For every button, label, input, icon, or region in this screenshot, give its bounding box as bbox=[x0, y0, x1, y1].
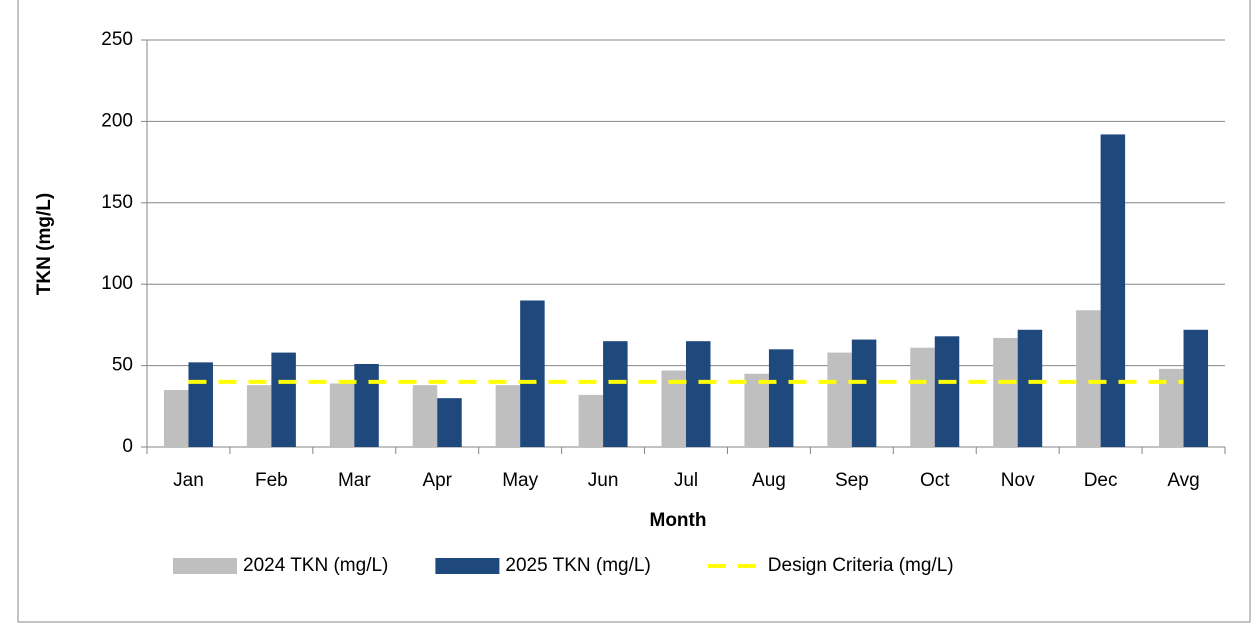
legend-label: 2025 TKN (mg/L) bbox=[505, 555, 650, 576]
legend-swatch bbox=[173, 558, 237, 574]
bar bbox=[578, 394, 604, 447]
legend-swatch bbox=[435, 558, 500, 574]
y-tick-label: 250 bbox=[101, 29, 133, 50]
bar bbox=[686, 341, 711, 447]
x-axis-title: Month bbox=[650, 510, 707, 531]
bar bbox=[520, 300, 545, 447]
bar bbox=[329, 383, 355, 447]
bar bbox=[744, 373, 769, 447]
y-axis-title: TKN (mg/L) bbox=[34, 193, 55, 295]
x-tick-label: Oct bbox=[920, 470, 950, 491]
legend-label: 2024 TKN (mg/L) bbox=[243, 555, 388, 576]
x-tick-label: Feb bbox=[255, 470, 288, 491]
bar bbox=[1076, 310, 1101, 447]
bar bbox=[603, 341, 628, 447]
x-tick-label: Avg bbox=[1167, 470, 1199, 491]
bar bbox=[993, 337, 1018, 447]
x-tick-label: Nov bbox=[1001, 470, 1035, 491]
chart-border bbox=[17, 0, 1251, 623]
y-tick-label: 50 bbox=[112, 355, 133, 376]
bar bbox=[246, 385, 272, 447]
y-tick-label: 100 bbox=[101, 273, 133, 294]
x-tick-label: Jul bbox=[674, 470, 698, 491]
bar bbox=[437, 398, 462, 447]
bar bbox=[412, 385, 438, 447]
y-tick-label: 150 bbox=[101, 192, 133, 213]
x-tick-label: Jan bbox=[173, 470, 204, 491]
y-tick-label: 200 bbox=[101, 110, 133, 131]
bar bbox=[163, 390, 189, 447]
bar bbox=[851, 339, 877, 447]
bar bbox=[1183, 329, 1209, 447]
x-tick-label: Jun bbox=[588, 470, 619, 491]
x-tick-label: Apr bbox=[422, 470, 452, 491]
bar bbox=[188, 362, 213, 447]
x-tick-label: Mar bbox=[338, 470, 371, 491]
y-tick-label: 0 bbox=[122, 436, 133, 457]
bar bbox=[768, 349, 794, 447]
bar bbox=[1017, 329, 1043, 447]
x-tick-label: May bbox=[502, 470, 538, 491]
bar bbox=[271, 352, 296, 447]
bar bbox=[934, 336, 960, 447]
bar bbox=[354, 363, 379, 447]
x-tick-label: Sep bbox=[835, 470, 869, 491]
bar bbox=[1100, 134, 1126, 447]
bar bbox=[495, 385, 521, 447]
bar bbox=[827, 352, 852, 447]
x-tick-label: Dec bbox=[1084, 470, 1118, 491]
x-tick-label: Aug bbox=[752, 470, 786, 491]
bar bbox=[910, 347, 935, 447]
legend-label: Design Criteria (mg/L) bbox=[768, 555, 954, 576]
